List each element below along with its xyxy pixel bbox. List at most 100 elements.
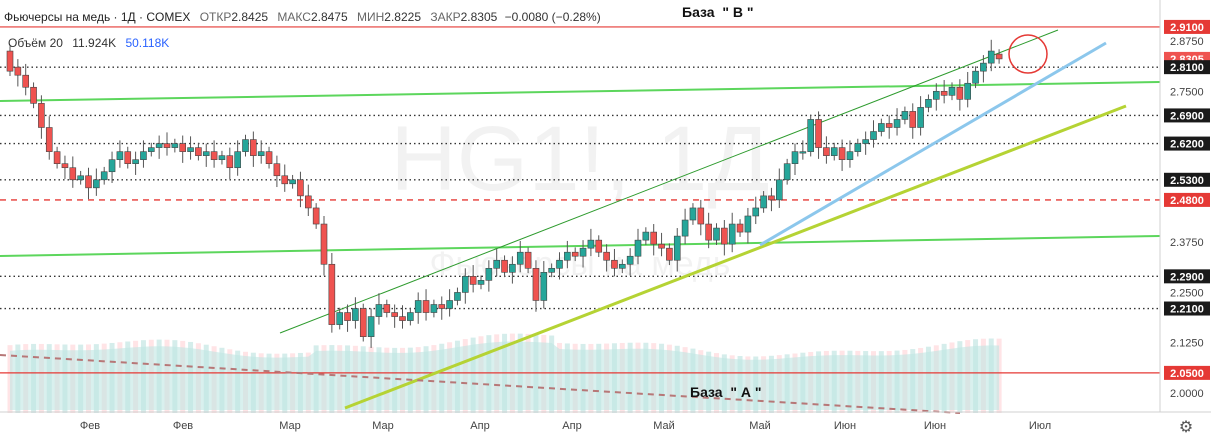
candle[interactable] xyxy=(132,151,139,175)
candle[interactable] xyxy=(964,71,972,108)
channel-thin-line[interactable] xyxy=(279,29,1059,334)
candle[interactable] xyxy=(93,168,100,196)
candle[interactable] xyxy=(53,146,61,169)
candle[interactable] xyxy=(265,146,273,169)
candle[interactable] xyxy=(359,303,367,342)
candle[interactable] xyxy=(38,95,45,139)
candle[interactable] xyxy=(728,212,736,253)
candle[interactable] xyxy=(187,136,194,160)
candle[interactable] xyxy=(862,131,869,155)
candle[interactable] xyxy=(721,220,728,256)
candle[interactable] xyxy=(744,207,752,244)
candle[interactable] xyxy=(320,215,328,276)
candle[interactable] xyxy=(893,108,901,136)
candle[interactable] xyxy=(901,106,909,125)
candle[interactable] xyxy=(948,82,956,101)
candle[interactable] xyxy=(760,191,767,213)
candle[interactable] xyxy=(328,253,336,333)
candle[interactable] xyxy=(344,304,351,332)
candle[interactable] xyxy=(148,142,155,157)
candle[interactable] xyxy=(297,171,304,208)
candle[interactable] xyxy=(195,142,202,161)
candle[interactable] xyxy=(768,187,775,212)
candle[interactable] xyxy=(579,240,587,268)
candle[interactable] xyxy=(179,135,186,163)
candle[interactable] xyxy=(493,248,501,277)
candle[interactable] xyxy=(281,164,289,192)
candle[interactable] xyxy=(100,166,108,185)
candle[interactable] xyxy=(352,297,359,329)
candle[interactable] xyxy=(273,155,281,188)
candle[interactable] xyxy=(210,140,218,168)
candle[interactable] xyxy=(61,155,69,179)
candle[interactable] xyxy=(22,63,30,96)
candle[interactable] xyxy=(885,115,893,139)
candle[interactable] xyxy=(461,268,469,304)
candle[interactable] xyxy=(257,140,265,164)
candle[interactable] xyxy=(202,143,210,167)
candle[interactable] xyxy=(14,59,22,87)
candle[interactable] xyxy=(312,203,320,229)
candle[interactable] xyxy=(509,256,516,284)
candle[interactable] xyxy=(854,138,862,157)
candle[interactable] xyxy=(532,260,540,312)
candle[interactable] xyxy=(469,265,477,293)
candle[interactable] xyxy=(658,232,665,257)
candle[interactable] xyxy=(909,103,917,139)
candle[interactable] xyxy=(171,138,179,153)
candle[interactable] xyxy=(697,199,705,236)
candle[interactable] xyxy=(681,208,689,245)
candle[interactable] xyxy=(980,55,987,83)
candle[interactable] xyxy=(783,158,791,185)
candle[interactable] xyxy=(336,307,344,330)
candle[interactable] xyxy=(218,150,226,165)
candle[interactable] xyxy=(634,228,642,265)
candle[interactable] xyxy=(956,79,964,111)
candle[interactable] xyxy=(564,240,571,269)
candle[interactable] xyxy=(618,259,626,274)
candle[interactable] xyxy=(524,247,532,274)
candle[interactable] xyxy=(815,111,822,159)
candle[interactable] xyxy=(556,252,563,280)
channel-lower-line[interactable] xyxy=(0,235,1161,257)
candle[interactable] xyxy=(399,305,406,329)
candle[interactable] xyxy=(713,223,720,245)
symbol-name[interactable]: Фьючерсы на медь · 1Д · COMEX xyxy=(4,10,191,24)
candle[interactable] xyxy=(124,146,132,169)
candle[interactable] xyxy=(454,287,461,306)
candle[interactable] xyxy=(626,248,634,276)
candle[interactable] xyxy=(391,304,398,328)
candle[interactable] xyxy=(155,135,163,159)
candle[interactable] xyxy=(242,134,249,157)
candle[interactable] xyxy=(611,248,618,277)
candle[interactable] xyxy=(116,140,124,168)
candle[interactable] xyxy=(430,299,438,318)
candle[interactable] xyxy=(226,147,234,179)
candle[interactable] xyxy=(595,235,603,258)
candle[interactable] xyxy=(501,255,508,278)
candle[interactable] xyxy=(878,118,885,137)
candle[interactable] xyxy=(304,184,312,216)
candle[interactable] xyxy=(838,139,846,171)
volume-legend[interactable]: Объём 20 11.924K 50.118K xyxy=(8,36,169,50)
candle[interactable] xyxy=(587,228,595,257)
candle[interactable] xyxy=(823,136,830,164)
candle[interactable] xyxy=(940,80,948,104)
candle[interactable] xyxy=(289,174,296,189)
candle[interactable] xyxy=(383,299,391,318)
candle[interactable] xyxy=(6,46,14,76)
candle[interactable] xyxy=(705,212,712,249)
support-trend-line[interactable] xyxy=(344,104,1127,410)
candle[interactable] xyxy=(108,151,116,184)
candle[interactable] xyxy=(791,143,799,175)
candle[interactable] xyxy=(163,132,171,156)
candle[interactable] xyxy=(438,296,446,320)
candle[interactable] xyxy=(603,244,610,272)
candle[interactable] xyxy=(446,289,453,317)
candle[interactable] xyxy=(673,228,681,272)
candle[interactable] xyxy=(925,94,932,113)
candle[interactable] xyxy=(571,247,579,262)
candle[interactable] xyxy=(540,261,548,309)
candle[interactable] xyxy=(752,196,760,225)
